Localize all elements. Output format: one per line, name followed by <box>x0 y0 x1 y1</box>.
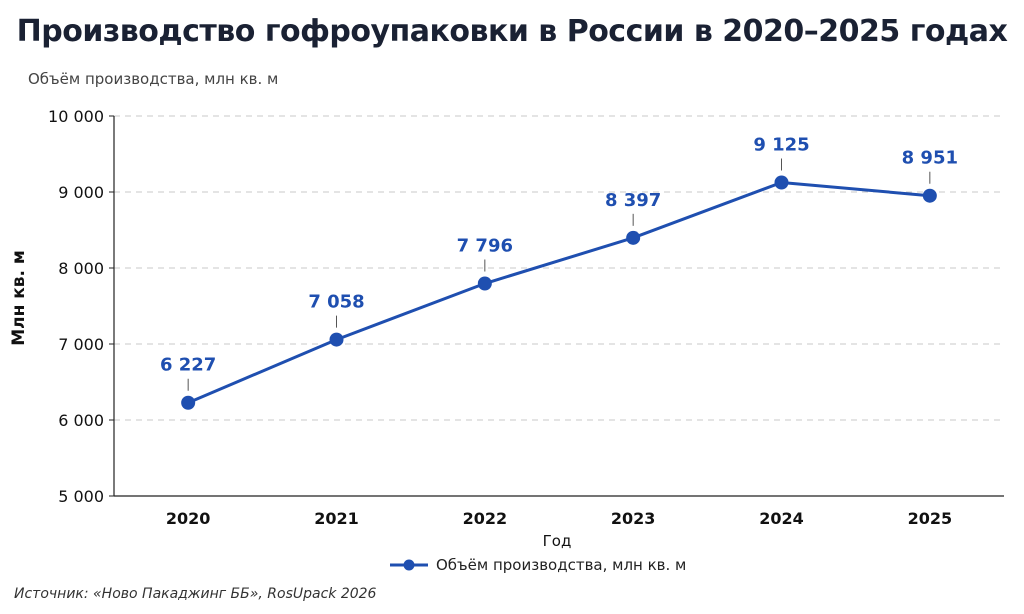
data-point <box>477 276 492 291</box>
data-label: 6 227 <box>160 355 216 376</box>
legend-label: Объём производства, млн кв. м <box>436 556 686 574</box>
data-label: 7 058 <box>308 292 364 313</box>
x-tick-labels: 2020 2021 2022 2023 2024 2025 <box>166 509 952 528</box>
data-point <box>181 395 196 410</box>
y-tick-label: 7 000 <box>58 335 104 354</box>
x-tick-label: 2021 <box>314 509 359 528</box>
data-point <box>626 230 641 245</box>
x-tick-label: 2020 <box>166 509 211 528</box>
y-tick-label: 10 000 <box>48 107 104 126</box>
data-label: 8 397 <box>605 190 661 211</box>
x-axis-label: Год <box>543 532 572 550</box>
x-tick-label: 2025 <box>908 509 953 528</box>
y-tick-label: 6 000 <box>58 411 104 430</box>
x-tick-label: 2023 <box>611 509 656 528</box>
x-tick-label: 2024 <box>759 509 804 528</box>
source-note: Источник: «Ново Пакаджинг ББ», RosUpack … <box>14 586 377 602</box>
y-tick-labels: 5 000 6 000 7 000 8 000 9 000 10 000 <box>48 107 114 506</box>
series: 6 227 7 058 7 796 8 397 9 125 8 951 <box>160 135 958 410</box>
legend-point-marker <box>403 559 415 571</box>
chart-title: Производство гофроупаковки в России в 20… <box>16 14 1008 49</box>
data-label: 8 951 <box>902 148 958 169</box>
y-tick-label: 9 000 <box>58 183 104 202</box>
data-point <box>329 332 344 347</box>
y-tick-label: 5 000 <box>58 487 104 506</box>
data-point <box>774 175 789 190</box>
data-label: 7 796 <box>457 236 513 257</box>
chart-subtitle: Объём производства, млн кв. м <box>28 70 279 88</box>
x-tick-label: 2022 <box>463 509 508 528</box>
y-tick-label: 8 000 <box>58 259 104 278</box>
data-point <box>922 188 937 203</box>
data-label: 9 125 <box>753 135 809 156</box>
legend: Объём производства, млн кв. м <box>390 556 686 574</box>
y-axis-label: Млн кв. м <box>9 250 29 346</box>
gridlines <box>114 115 1004 421</box>
series-line <box>187 181 930 405</box>
